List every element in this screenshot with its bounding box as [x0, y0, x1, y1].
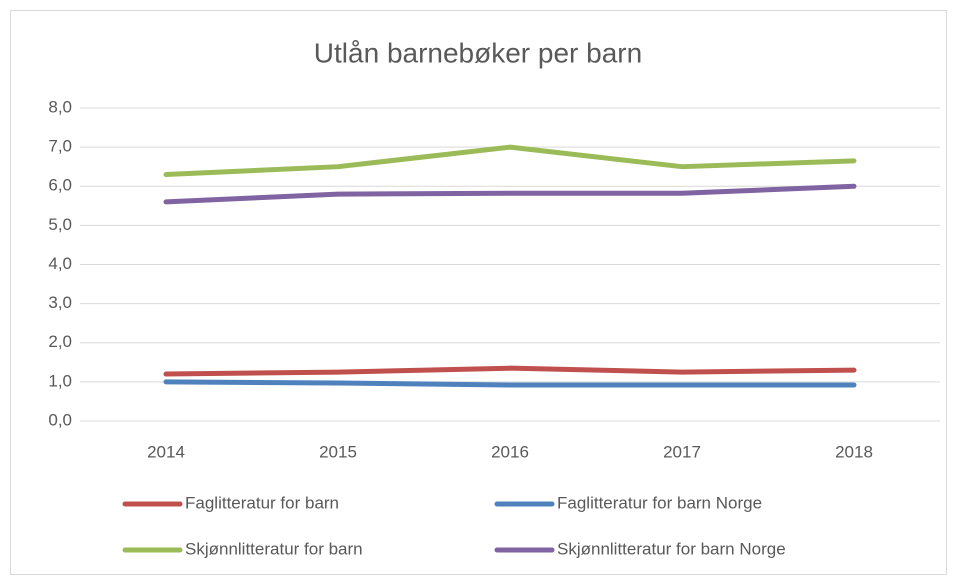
- y-tick-label: 4,0: [48, 254, 72, 273]
- y-tick-label: 1,0: [48, 371, 72, 390]
- legend-label: Skjønnlitteratur for barn: [185, 539, 363, 558]
- x-tick-label: 2017: [663, 442, 701, 461]
- series-line: [163, 365, 857, 377]
- y-tick-label: 8,0: [48, 97, 72, 116]
- legend-label: Faglitteratur for barn: [185, 493, 339, 512]
- legend-label: Faglitteratur for barn Norge: [557, 493, 762, 512]
- y-tick-label: 3,0: [48, 293, 72, 312]
- x-tick-label: 2014: [147, 442, 185, 461]
- chart-border: [10, 10, 947, 575]
- x-tick-label: 2018: [835, 442, 873, 461]
- series-line: [163, 379, 857, 388]
- y-tick-label: 0,0: [48, 410, 72, 429]
- legend-label: Skjønnlitteratur for barn Norge: [557, 539, 786, 558]
- series-line: [163, 183, 857, 205]
- x-tick-label: 2016: [491, 442, 529, 461]
- x-tick-label: 2015: [319, 442, 357, 461]
- y-tick-label: 6,0: [48, 176, 72, 195]
- y-tick-label: 5,0: [48, 215, 72, 234]
- y-tick-label: 7,0: [48, 137, 72, 156]
- series-line: [163, 144, 857, 178]
- y-tick-label: 2,0: [48, 332, 72, 351]
- chart-title: Utlån barnebøker per barn: [314, 37, 642, 68]
